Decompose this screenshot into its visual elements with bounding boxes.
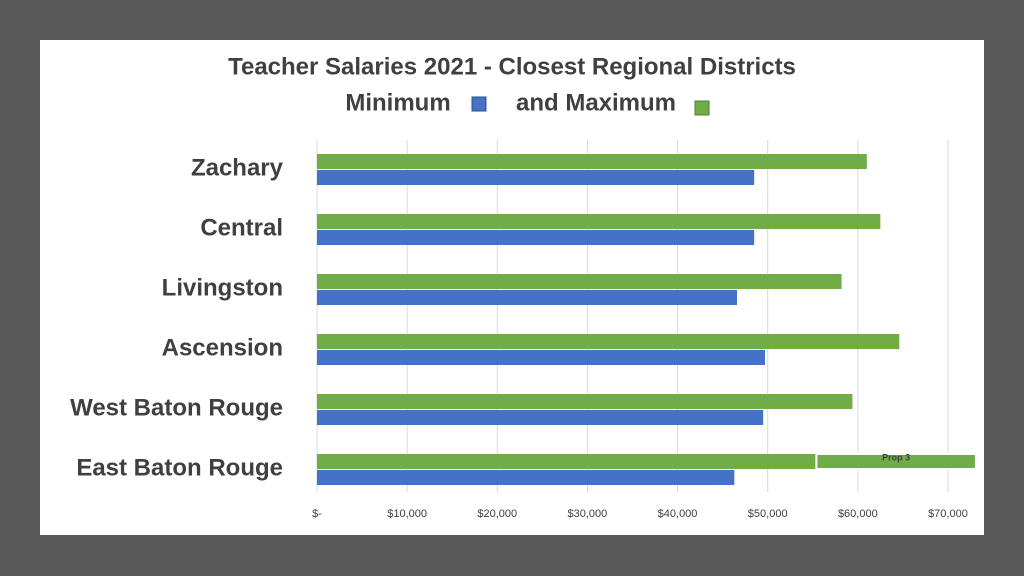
bar: [317, 410, 764, 425]
x-tick-label: $40,000: [658, 508, 698, 520]
x-tick-label: $50,000: [748, 508, 788, 520]
x-tick-label: $20,000: [477, 508, 517, 520]
x-tick-label: $60,000: [838, 508, 878, 520]
bar: [317, 290, 738, 305]
bar: [317, 170, 755, 185]
bar: [317, 394, 853, 409]
bar: [317, 350, 765, 365]
legend-label: Minimum: [345, 89, 450, 116]
legend-label: and Maximum: [516, 89, 676, 116]
bar: [317, 214, 881, 229]
bar: [317, 454, 817, 469]
extra-segment: [815, 453, 977, 470]
category-label: Zachary: [191, 154, 284, 181]
category-label: Livingston: [162, 274, 283, 301]
bar: [317, 274, 842, 289]
x-tick-label: $10,000: [387, 508, 427, 520]
category-label: West Baton Rouge: [70, 394, 283, 421]
x-tick-label: $70,000: [928, 508, 968, 520]
legend-swatch: [471, 96, 487, 112]
category-label: East Baton Rouge: [76, 454, 283, 481]
category-label: Central: [200, 214, 283, 241]
bar: [317, 470, 735, 485]
bar: [317, 154, 867, 169]
legend-swatch: [694, 100, 710, 116]
bar: [317, 230, 755, 245]
category-label: Ascension: [162, 334, 283, 361]
segment-label: Prop 3: [882, 452, 910, 462]
x-tick-label: $-: [312, 508, 322, 520]
x-tick-label: $30,000: [568, 508, 608, 520]
chart-title: Teacher Salaries 2021 - Closest Regional…: [228, 53, 796, 80]
bar: [317, 334, 900, 349]
